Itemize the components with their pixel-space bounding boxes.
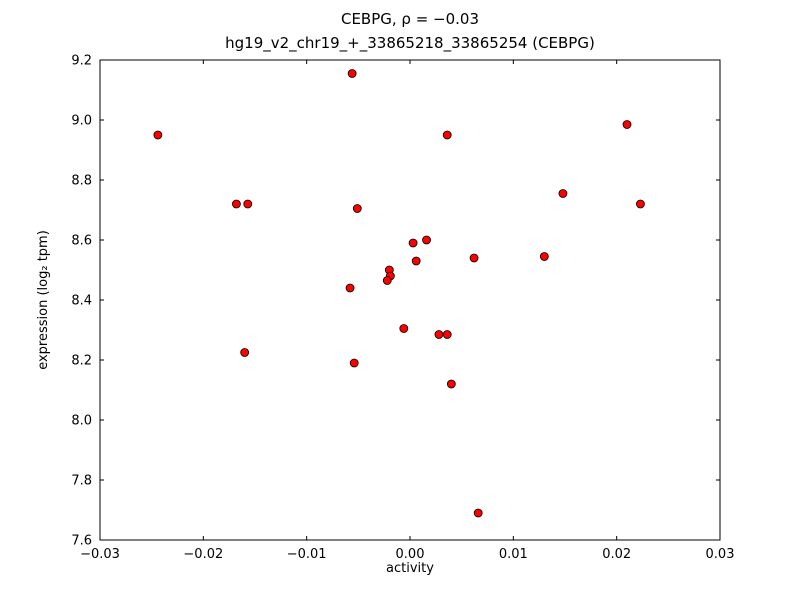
y-tick-label: 8.4 bbox=[71, 294, 92, 309]
y-tick-label: 7.6 bbox=[71, 534, 92, 549]
data-point bbox=[422, 235, 431, 245]
data-point bbox=[539, 252, 549, 261]
x-tick-label: −0.01 bbox=[287, 547, 327, 562]
data-point bbox=[382, 276, 392, 285]
x-tick-label: 0.01 bbox=[499, 547, 528, 562]
data-point bbox=[153, 130, 163, 140]
data-point bbox=[243, 199, 253, 209]
data-point bbox=[399, 324, 409, 333]
x-tick-label: 0.00 bbox=[396, 547, 425, 562]
y-tick-label: 8.0 bbox=[71, 414, 92, 429]
x-axis-label: activity bbox=[386, 561, 434, 576]
x-tick-label: −0.02 bbox=[183, 547, 223, 562]
chart-title: CEBPG, ρ = −0.03 bbox=[341, 10, 479, 28]
y-tick-label: 9.0 bbox=[71, 114, 92, 129]
data-point bbox=[408, 238, 418, 248]
data-point bbox=[469, 253, 479, 263]
x-tick-label: 0.03 bbox=[706, 547, 735, 562]
data-point bbox=[558, 189, 568, 198]
y-tick-label: 8.2 bbox=[71, 354, 92, 369]
x-tick-labels: −0.03 −0.02 −0.01 0.00 0.01 0.02 0.03 bbox=[80, 547, 734, 562]
tick-marks bbox=[99, 59, 721, 541]
y-tick-labels: 7.6 7.8 8.0 8.2 8.4 8.6 8.8 9.0 9.2 bbox=[71, 54, 92, 549]
data-point bbox=[349, 358, 359, 368]
data-point bbox=[473, 508, 483, 518]
data-points bbox=[153, 69, 645, 518]
data-point bbox=[442, 330, 452, 339]
data-point bbox=[622, 120, 632, 129]
data-point bbox=[446, 379, 456, 389]
data-point bbox=[411, 256, 421, 266]
y-tick-label: 8.8 bbox=[71, 174, 92, 189]
y-tick-label: 7.8 bbox=[71, 474, 92, 489]
y-tick-label: 9.2 bbox=[71, 54, 92, 69]
data-point bbox=[352, 204, 362, 213]
x-tick-label: −0.03 bbox=[80, 547, 120, 562]
data-point bbox=[434, 330, 444, 339]
data-point bbox=[240, 348, 250, 357]
y-tick-label: 8.6 bbox=[71, 234, 92, 249]
data-point bbox=[231, 199, 241, 209]
axes-frame bbox=[99, 59, 721, 541]
data-point bbox=[347, 69, 357, 78]
x-tick-label: 0.02 bbox=[602, 547, 631, 562]
chart-subtitle: hg19_v2_chr19_+_33865218_33865254 (CEBPG… bbox=[225, 34, 595, 53]
data-point bbox=[636, 199, 645, 209]
data-point bbox=[345, 283, 355, 293]
data-point bbox=[442, 130, 452, 140]
y-axis-label: expression (log₂ tpm) bbox=[36, 230, 51, 370]
